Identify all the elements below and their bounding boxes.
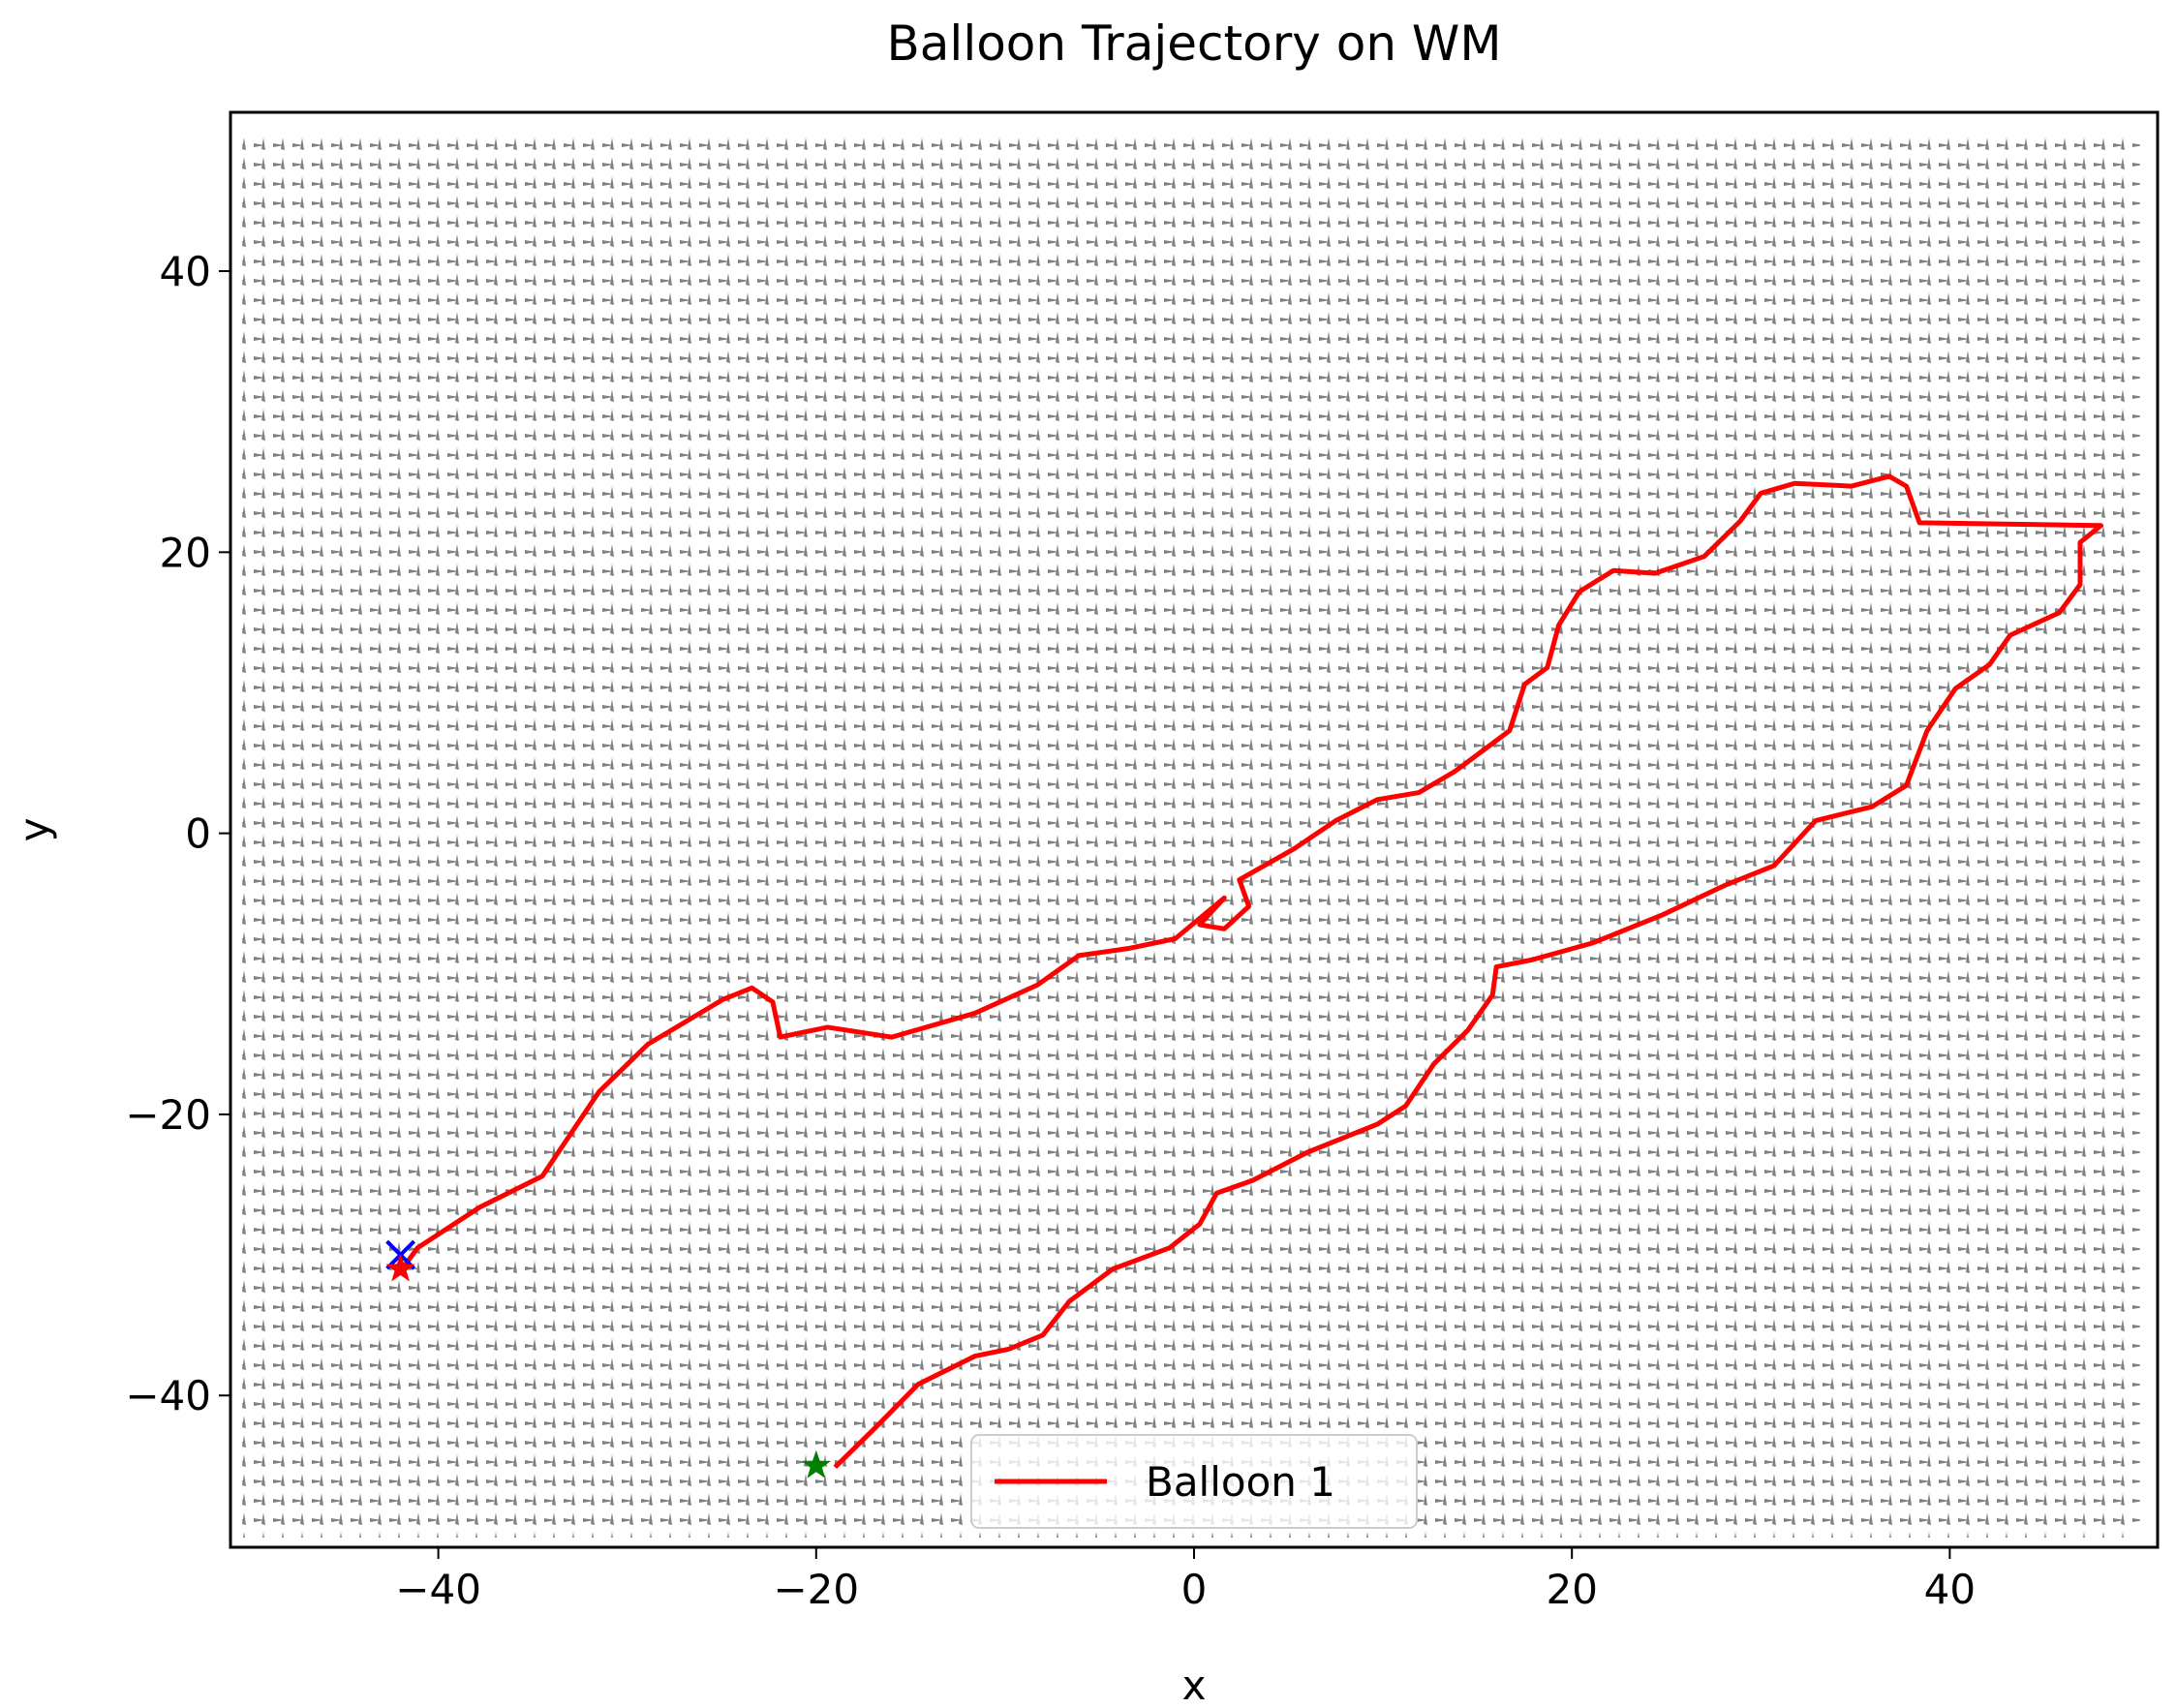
y-tick-label: 20 — [160, 529, 211, 576]
x-axis-label: x — [1182, 1662, 1207, 1708]
y-tick-label: 0 — [185, 810, 211, 858]
plot-frame — [229, 110, 2160, 1549]
trajectory-line — [402, 473, 2103, 1470]
x-tick-label: 0 — [1181, 1566, 1208, 1613]
vector-field — [242, 137, 2140, 1538]
chart-title: Balloon Trajectory on WM — [886, 15, 1501, 72]
legend: Balloon 1 — [970, 1434, 1418, 1529]
x-tick-label: 40 — [1924, 1566, 1976, 1613]
x-tick-label: −20 — [773, 1566, 859, 1613]
y-tick-label: 40 — [160, 248, 211, 295]
marker-star — [801, 1449, 832, 1479]
legend-label: Balloon 1 — [1146, 1458, 1335, 1506]
marker-star — [385, 1253, 415, 1282]
x-tick-label: −40 — [395, 1566, 481, 1613]
y-tick-label: −20 — [125, 1091, 211, 1139]
legend-box — [970, 1434, 1418, 1529]
y-tick-label: −40 — [125, 1372, 211, 1419]
x-tick-label: 20 — [1546, 1566, 1597, 1613]
y-axis-label: y — [11, 818, 58, 842]
